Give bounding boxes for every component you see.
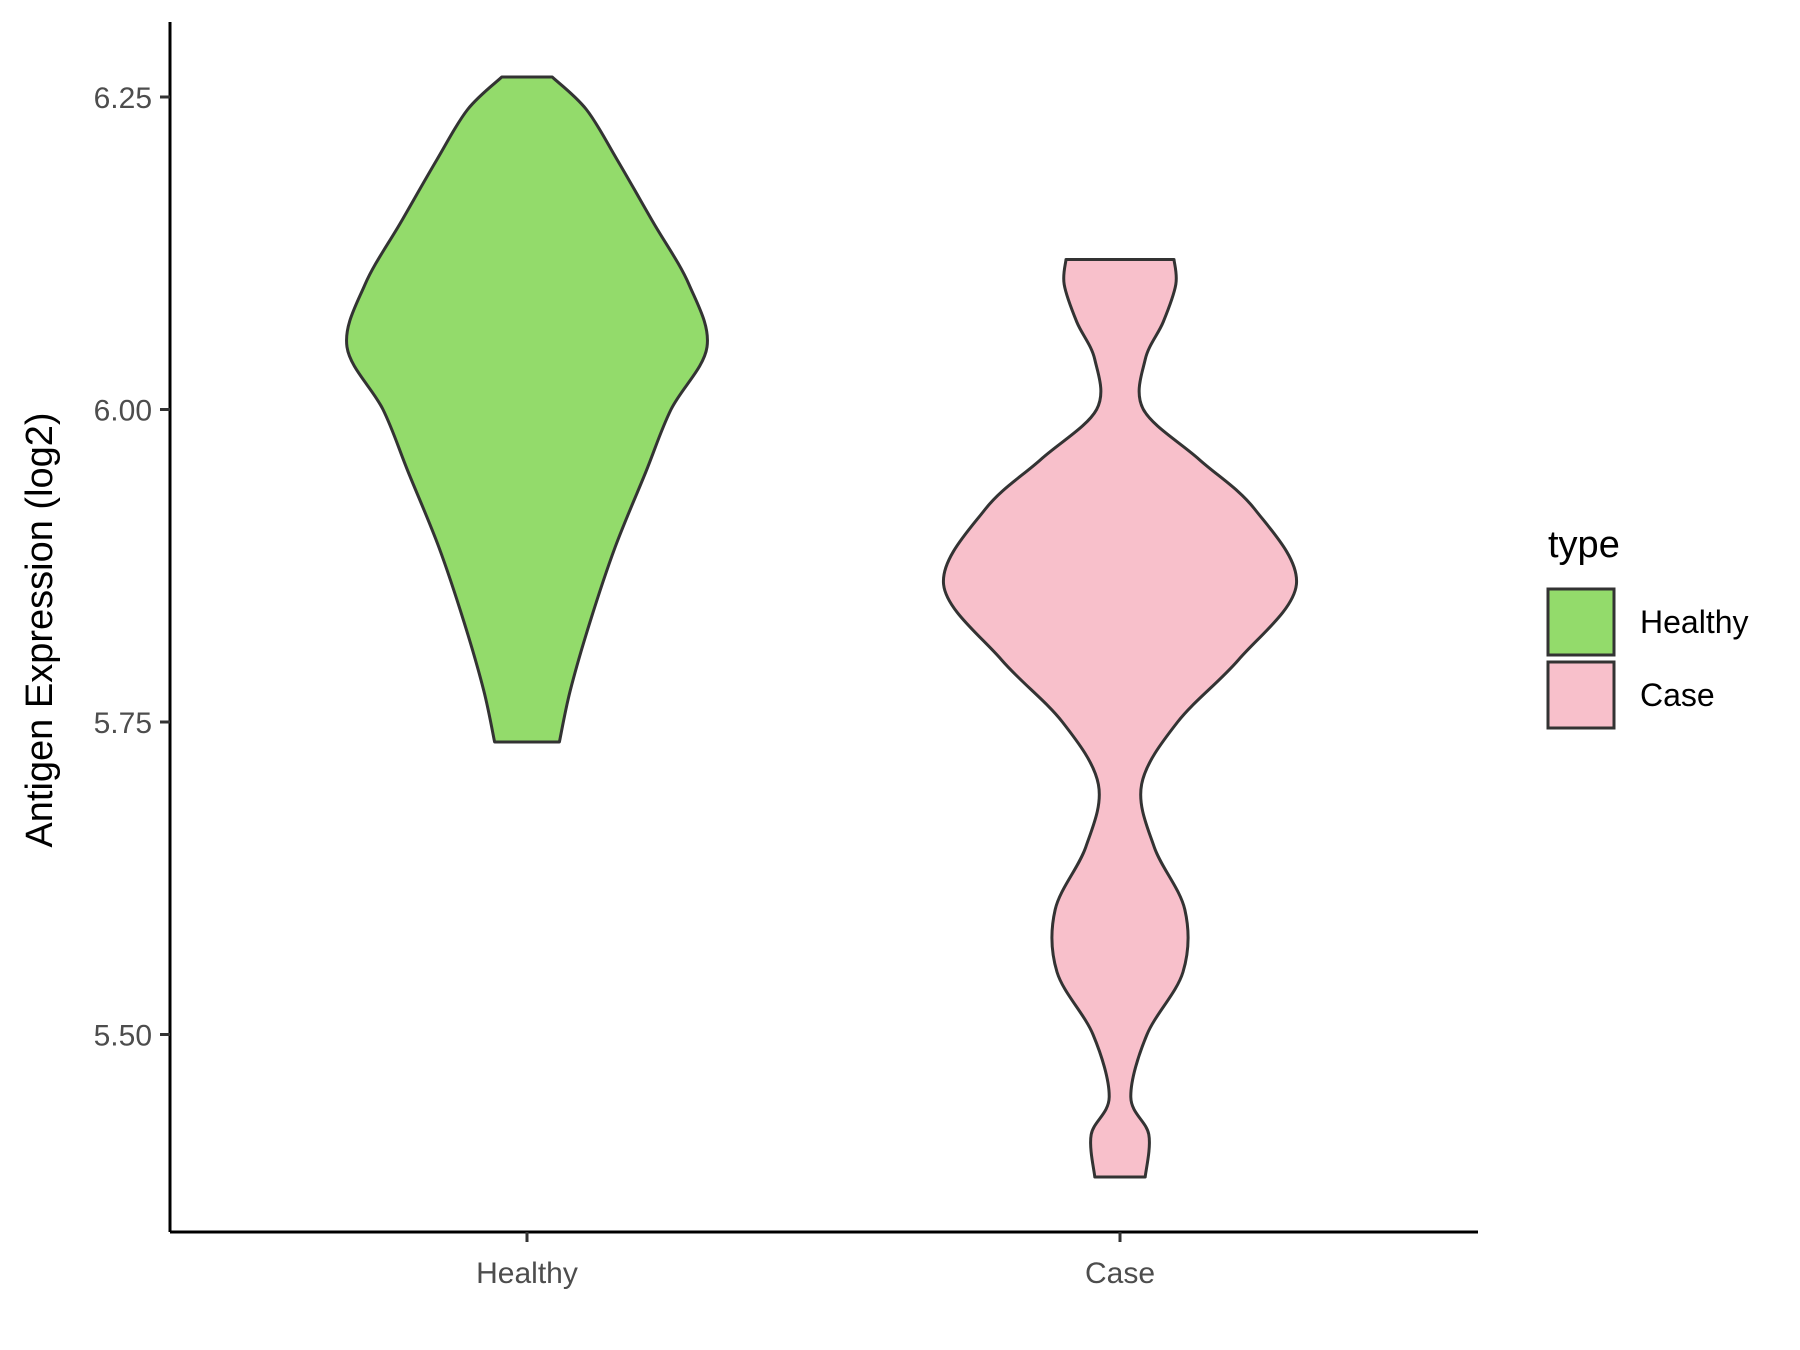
legend-key-healthy (1546, 587, 1616, 657)
x-tick-label: Healthy (476, 1257, 578, 1290)
y-tick-label: 6.25 (94, 82, 152, 115)
y-tick-label: 5.50 (94, 1020, 152, 1053)
legend: type Healthy Case (1546, 524, 1749, 730)
violin-case (942, 258, 1298, 1179)
y-tick-label: 6.00 (94, 395, 152, 428)
violin-group (345, 75, 1298, 1179)
violin-healthy (345, 75, 709, 744)
legend-title: type (1548, 524, 1620, 566)
legend-key-case (1546, 660, 1616, 730)
y-axis-label: Antigen Expression (log2) (19, 412, 61, 847)
legend-label: Case (1640, 677, 1715, 713)
legend-label: Healthy (1640, 604, 1749, 640)
x-tick-label: Case (1085, 1257, 1155, 1290)
axes: 5.50 5.75 6.00 6.25 Healthy Case (94, 22, 1478, 1290)
y-tick-label: 5.75 (94, 707, 152, 740)
